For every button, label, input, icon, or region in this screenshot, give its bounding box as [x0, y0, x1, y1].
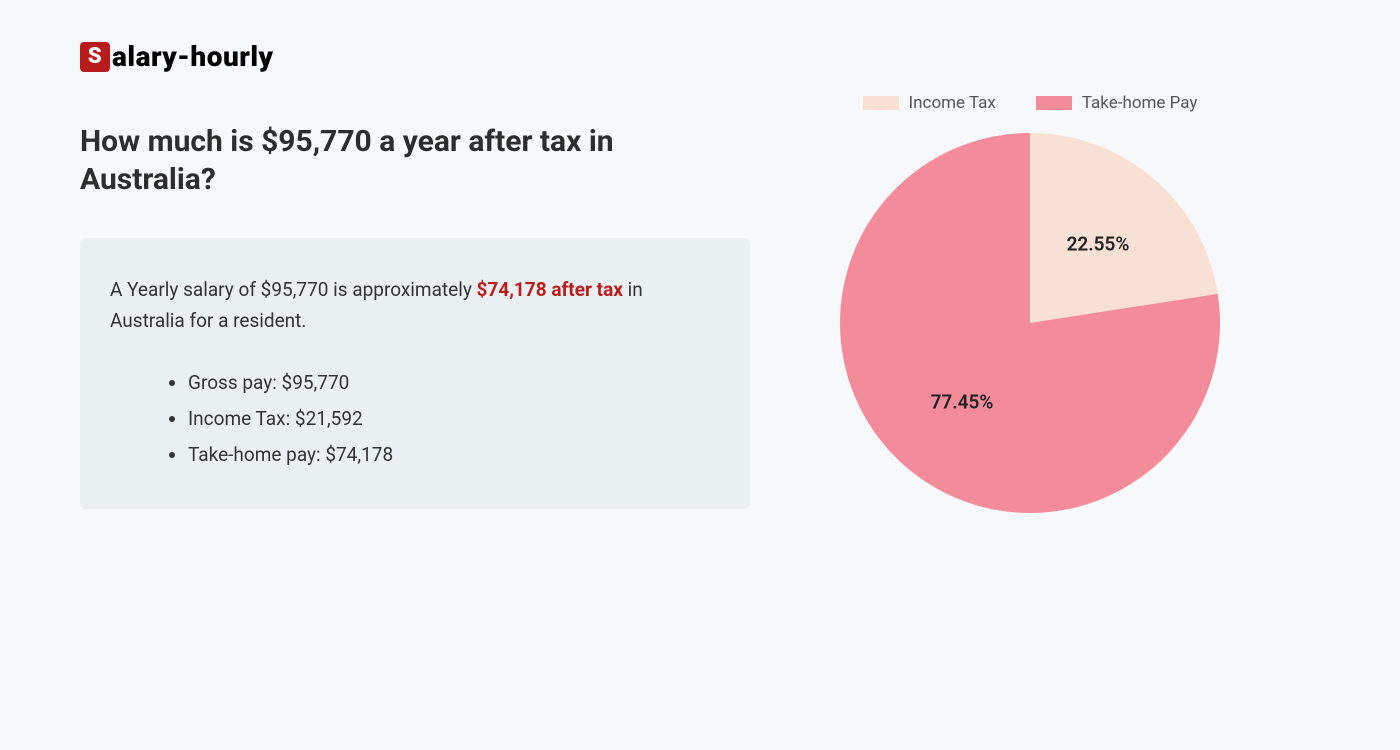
summary-highlight: $74,178 after tax — [477, 278, 623, 301]
pie-chart: 22.55% 77.45% — [840, 133, 1220, 513]
brand-logo-initial: S — [80, 42, 110, 72]
brand-logo-rest: alary-hourly — [112, 40, 274, 73]
legend-label-income-tax: Income Tax — [909, 93, 996, 113]
brand-logo: Salary-hourly — [80, 40, 1320, 73]
chart-column: Income Tax Take-home Pay 22.55% 77.45% — [810, 93, 1250, 513]
summary-bullets: Gross pay: $95,770 Income Tax: $21,592 T… — [110, 365, 720, 473]
summary-prefix: A Yearly salary of $95,770 is approximat… — [110, 278, 477, 301]
main-content: How much is $95,770 a year after tax in … — [80, 123, 1320, 513]
page-title: How much is $95,770 a year after tax in … — [80, 123, 750, 198]
pie-slice-0 — [1030, 133, 1218, 323]
summary-text: A Yearly salary of $95,770 is approximat… — [110, 274, 720, 337]
chart-legend: Income Tax Take-home Pay — [863, 93, 1198, 113]
bullet-take-home: Take-home pay: $74,178 — [188, 437, 720, 473]
legend-swatch-take-home — [1036, 96, 1072, 110]
bullet-income-tax: Income Tax: $21,592 — [188, 401, 720, 437]
summary-box: A Yearly salary of $95,770 is approximat… — [80, 238, 750, 509]
legend-label-take-home: Take-home Pay — [1082, 93, 1198, 113]
left-column: How much is $95,770 a year after tax in … — [80, 123, 750, 509]
legend-swatch-income-tax — [863, 96, 899, 110]
legend-item-take-home: Take-home Pay — [1036, 93, 1198, 113]
legend-item-income-tax: Income Tax — [863, 93, 996, 113]
pie-label-1: 77.45% — [931, 391, 994, 414]
pie-label-0: 22.55% — [1067, 232, 1130, 255]
pie-svg — [840, 133, 1220, 513]
bullet-gross-pay: Gross pay: $95,770 — [188, 365, 720, 401]
